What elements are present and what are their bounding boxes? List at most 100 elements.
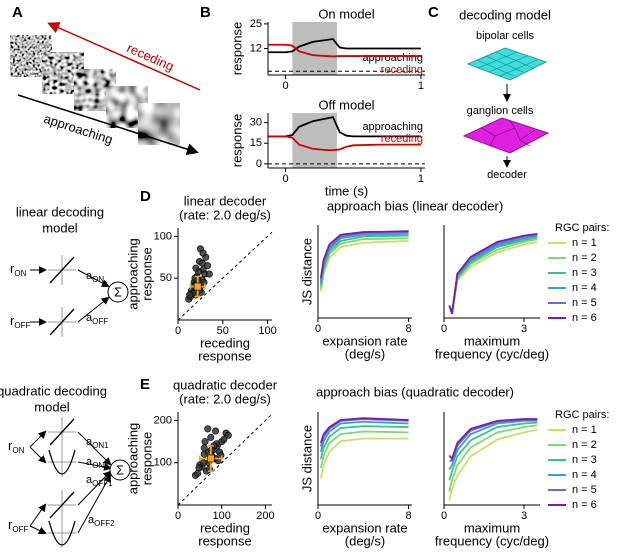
- layer-label: ganglion cells: [467, 105, 534, 117]
- icon-line: [49, 256, 75, 284]
- icon-line: [49, 418, 75, 446]
- frame: [138, 103, 180, 145]
- y-tick-label: 15: [250, 137, 262, 149]
- x-axis-label: frequency (cyc/deg): [435, 346, 549, 361]
- panel-label: E: [140, 376, 150, 393]
- symbol: aOFF: [86, 312, 108, 326]
- y-tick-label: 25: [250, 18, 262, 30]
- panel-label: B: [200, 4, 211, 21]
- scatter-point: [199, 249, 207, 257]
- x-tick-label: 50: [217, 325, 229, 337]
- symbol-subscript: OFF: [92, 317, 108, 326]
- legend-label: n = 5: [572, 484, 597, 496]
- symbol-subscript: OFF2: [94, 519, 115, 528]
- symbol: aOFF2: [88, 514, 115, 528]
- scatter-point: [200, 278, 208, 286]
- sum-symbol: Σ: [114, 284, 122, 299]
- chart-title: (rate: 2.0 deg/s): [179, 207, 271, 222]
- scatter-point: [186, 291, 194, 299]
- arrow: [77, 474, 111, 534]
- x-tick-label: 0: [283, 173, 289, 185]
- scatter-point: [224, 431, 232, 439]
- symbol-subscript: OFF: [14, 321, 30, 330]
- series-line: [448, 232, 538, 314]
- legend-label: n = 2: [572, 252, 597, 264]
- scatter-point: [207, 433, 215, 441]
- x-tick-label: 3: [521, 323, 527, 335]
- x-tick-label: 8: [406, 323, 412, 335]
- series-line: [319, 420, 409, 453]
- y-tick-label: 30: [250, 117, 262, 129]
- x-axis-label: (deg/s): [345, 533, 385, 548]
- symbol-base: r: [8, 438, 13, 453]
- icon-line: [49, 308, 75, 336]
- series-line: [268, 135, 421, 152]
- symbol: aON: [86, 270, 104, 284]
- symbol: aOFF1: [86, 474, 113, 488]
- chart-title: On model: [318, 6, 374, 21]
- y-axis-label: response: [229, 22, 244, 75]
- arrow: [77, 296, 110, 323]
- y-axis-label: response: [139, 432, 154, 485]
- identity-line: [177, 413, 273, 506]
- model-title: linear decoding: [16, 204, 104, 219]
- scatter-point: [205, 270, 213, 278]
- y-axis-label: response: [229, 114, 244, 167]
- symbol-base: r: [10, 261, 15, 276]
- y-tick-label: 100: [154, 230, 172, 242]
- y-axis-label: approaching: [125, 423, 140, 495]
- legend-label: n = 1: [572, 237, 597, 249]
- bipolar-layer: [466, 47, 548, 81]
- model-title: quadratic decoding: [0, 383, 107, 398]
- scatter-point: [199, 459, 207, 467]
- x-axis-label: maximum: [464, 520, 520, 535]
- y-tick-label: 12: [250, 42, 262, 54]
- series-line: [268, 38, 421, 54]
- x-axis-label: frequency (cyc/deg): [435, 533, 549, 548]
- mean-marker: [206, 454, 215, 463]
- chart-title: linear decoder: [184, 193, 267, 208]
- legend-label: n = 1: [572, 424, 597, 436]
- mean-marker: [193, 282, 202, 291]
- symbol-base: a: [86, 474, 93, 486]
- model-title: model: [42, 220, 78, 235]
- receding-arrow: [47, 22, 201, 91]
- series-label: approaching: [362, 52, 423, 64]
- scatter-point: [220, 435, 228, 443]
- series-line: [319, 417, 409, 444]
- x-axis-label: maximum: [464, 333, 520, 348]
- legend-label: n = 6: [572, 312, 597, 324]
- y-axis-label: JS distance: [299, 238, 314, 305]
- scatter-point: [198, 259, 206, 267]
- series-line: [449, 419, 538, 462]
- chart-title: quadratic decoder: [173, 377, 278, 392]
- symbol-subscript: ON: [12, 446, 24, 455]
- legend-label: n = 5: [572, 297, 597, 309]
- symbol-base: a: [86, 456, 93, 468]
- arrow: [77, 461, 112, 471]
- bipolar-grid: [466, 47, 548, 81]
- series-line: [448, 418, 538, 461]
- y-axis-label: JS distance: [299, 425, 314, 492]
- arrow: [29, 430, 47, 448]
- series-line: [319, 237, 409, 289]
- x-axis-label: receding: [200, 335, 250, 350]
- cell-borders: [481, 120, 536, 147]
- x-axis-label: expansion rate: [322, 333, 407, 348]
- x-tick-label: 0: [175, 325, 181, 337]
- series-line: [448, 424, 538, 492]
- sum-symbol: Σ: [116, 462, 124, 477]
- series-line: [319, 230, 409, 279]
- legend-title: RGC pairs:: [555, 222, 609, 234]
- grid-lines: [476, 51, 538, 77]
- x-tick-label: 0: [175, 510, 181, 522]
- series-label: receding: [381, 133, 423, 145]
- identity-line: [177, 231, 273, 321]
- y-axis-label: response: [139, 247, 154, 300]
- stimulus-period: [292, 22, 338, 75]
- series-line: [268, 43, 421, 58]
- legend-label: n = 3: [572, 454, 597, 466]
- scatter-point: [201, 438, 209, 446]
- symbol-base: r: [8, 517, 13, 532]
- legend-label: n = 2: [572, 439, 597, 451]
